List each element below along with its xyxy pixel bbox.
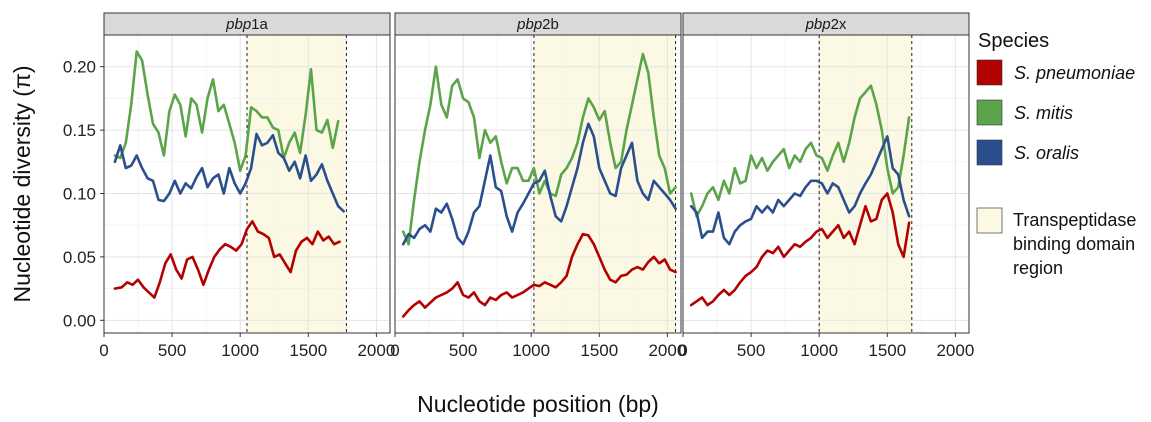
- series-line-s-mitis: [689, 84, 911, 218]
- strip-title-italic: pbp: [225, 16, 251, 33]
- legend-label-s-mitis: S. mitis: [1014, 103, 1073, 123]
- legend-swatch-s-oralis: [976, 139, 1003, 166]
- strip-title: pbp1a: [225, 16, 268, 33]
- series-line-s-oralis: [113, 132, 345, 213]
- strip-background: [394, 12, 682, 36]
- strip-title-italic: pbp: [805, 16, 831, 33]
- x-axis-title: Nucleotide position (bp): [417, 391, 659, 417]
- x-tick-label: 500: [737, 341, 765, 360]
- x-tick-label: 2000: [648, 341, 686, 360]
- legend-swatch-region: [976, 207, 1003, 234]
- legend-label-s-oralis: S. oralis: [1014, 143, 1079, 163]
- series-line-s-oralis: [689, 135, 911, 246]
- x-tick-label: 0: [99, 341, 108, 360]
- legend-region-line: region: [1013, 258, 1063, 278]
- legend-label-s-pneumoniae: S. pneumoniae: [1014, 63, 1135, 83]
- x-tick-label: 0: [390, 341, 399, 360]
- y-tick-label: 0.15: [63, 121, 96, 140]
- series-line-s-pneumoniae: [689, 192, 911, 307]
- legend: Species S. pneumoniae S. mitis S. oralis Tr…: [976, 30, 1136, 278]
- x-tick-label: 2000: [936, 341, 974, 360]
- legend-region-line: Transpeptidase: [1013, 210, 1136, 230]
- x-tick-label: 1000: [221, 341, 259, 360]
- strip-title: pbp2x: [805, 16, 847, 33]
- y-tick-label: 0.10: [63, 185, 96, 204]
- series-line-s-mitis: [401, 52, 677, 246]
- legend-title: Species: [978, 30, 1049, 52]
- x-tick-label: 0: [678, 341, 687, 360]
- strip-title-plain: 1a: [251, 16, 268, 33]
- series-line-s-pneumoniae: [113, 220, 341, 299]
- strip-background: [103, 12, 391, 36]
- y-tick-label: 0.00: [63, 311, 96, 330]
- y-axis-title: Nucleotide diversity (π): [9, 66, 35, 303]
- strip-title-italic: pbp: [516, 16, 542, 33]
- y-tick-label: 0.20: [63, 58, 96, 77]
- strip-background: [682, 12, 970, 36]
- panel-pbp2x: pbp2x 0 500 1000 1500 2000: [678, 12, 974, 360]
- strip-title: pbp2b: [516, 16, 559, 33]
- panel-pbp1a: pbp1a 0 500 1000 1500 2000 0.00 0.05 0.10 0.15 0.2…: [63, 12, 395, 360]
- axis-titles: Nucleotide position (bp) Nucleotide dive…: [9, 66, 659, 418]
- x-tick-label: 500: [449, 341, 477, 360]
- strip-title-plain: 2b: [542, 16, 559, 33]
- series-line-s-pneumoniae: [401, 232, 677, 318]
- x-tick-label: 1500: [868, 341, 906, 360]
- x-tick-label: 1500: [289, 341, 327, 360]
- x-tick-label: 1000: [512, 341, 550, 360]
- legend-swatch-s-mitis: [976, 99, 1003, 126]
- x-tick-label: 2000: [357, 341, 395, 360]
- legend-swatch-s-pneumoniae: [976, 59, 1003, 86]
- y-tick-label: 0.05: [63, 248, 96, 267]
- strip-title-plain: 2x: [831, 16, 847, 33]
- x-tick-label: 500: [158, 341, 186, 360]
- legend-region-line: binding domain: [1013, 234, 1135, 254]
- series-line-s-oralis: [401, 122, 677, 246]
- x-tick-label: 1000: [800, 341, 838, 360]
- x-tick-label: 1500: [580, 341, 618, 360]
- series-line-s-mitis: [113, 50, 340, 172]
- legend-label-region: Transpeptidase binding domain region: [1013, 210, 1136, 278]
- panel-pbp2b: pbp2b 0 500 1000 1500 2000: [390, 12, 686, 360]
